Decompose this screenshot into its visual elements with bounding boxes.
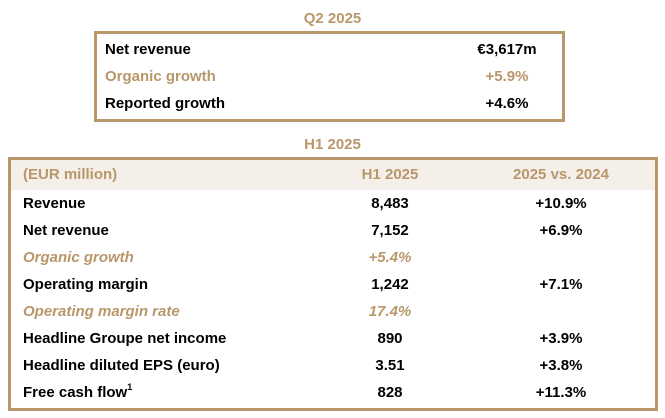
row-value: +5.9%: [485, 68, 529, 85]
header-col-vs-2024: 2025 vs. 2024: [513, 166, 609, 183]
q2-row-net-revenue: Net revenue €3,617m: [97, 37, 562, 63]
table-header: (EUR million) H1 2025 2025 vs. 2024: [11, 160, 655, 190]
row-label: Reported growth: [105, 95, 225, 112]
row-value: €3,617m: [477, 41, 537, 58]
table-row: Headline Groupe net income 890 +3.9%: [11, 326, 655, 352]
q2-row-reported-growth: Reported growth +4.6%: [97, 91, 562, 117]
table-row: Revenue 8,483 +10.9%: [11, 191, 655, 217]
row-value: 8,483: [371, 195, 409, 212]
row-label: Revenue: [23, 195, 86, 212]
row-value: +4.6%: [485, 95, 529, 112]
row-change: +10.9%: [535, 195, 587, 212]
row-label: Operating margin: [23, 276, 149, 293]
row-label-text: Free cash flow: [23, 384, 128, 401]
row-value: +5.4%: [368, 249, 412, 266]
row-label: Organic growth: [105, 68, 216, 85]
table-row: Operating margin 1,242 +7.1%: [11, 272, 655, 298]
row-change: +3.9%: [539, 330, 583, 347]
q2-row-organic-growth: Organic growth +5.9%: [97, 64, 562, 90]
row-value: 17.4%: [368, 303, 412, 320]
header-row: (EUR million) H1 2025 2025 vs. 2024: [11, 162, 655, 188]
row-label: Headline diluted EPS (euro): [23, 357, 220, 374]
table-row: Headline diluted EPS (euro) 3.51 +3.8%: [11, 353, 655, 379]
row-value: 7,152: [371, 222, 409, 239]
table-row: Net revenue 7,152 +6.9%: [11, 218, 655, 244]
row-value: 3.51: [375, 357, 405, 374]
q2-summary-table: Net revenue €3,617m Organic growth +5.9%…: [94, 31, 565, 122]
row-label: Headline Groupe net income: [23, 330, 227, 347]
h1-section-title: H1 2025: [304, 136, 361, 153]
row-value: 828: [377, 384, 403, 401]
h1-results-table: (EUR million) H1 2025 2025 vs. 2024 Reve…: [8, 157, 658, 411]
q2-section-title: Q2 2025: [303, 10, 362, 27]
table-row: Free cash flow1 828 +11.3%: [11, 380, 655, 406]
row-change: +7.1%: [539, 276, 583, 293]
row-label: Free cash flow1: [23, 380, 132, 406]
row-label: Net revenue: [105, 41, 191, 58]
row-label: Organic growth: [23, 249, 134, 266]
row-label: Operating margin rate: [23, 303, 180, 320]
row-value: 1,242: [371, 276, 409, 293]
footnote-marker: 1: [127, 382, 133, 392]
row-change: +3.8%: [539, 357, 583, 374]
table-row: Operating margin rate 17.4%: [11, 299, 655, 325]
header-label: (EUR million): [23, 166, 118, 183]
row-change: +6.9%: [539, 222, 583, 239]
row-value: 890: [377, 330, 403, 347]
header-col-h1-2025: H1 2025: [361, 166, 419, 183]
row-label: Net revenue: [23, 222, 109, 239]
row-change: +11.3%: [535, 384, 587, 401]
table-row: Organic growth +5.4%: [11, 245, 655, 271]
